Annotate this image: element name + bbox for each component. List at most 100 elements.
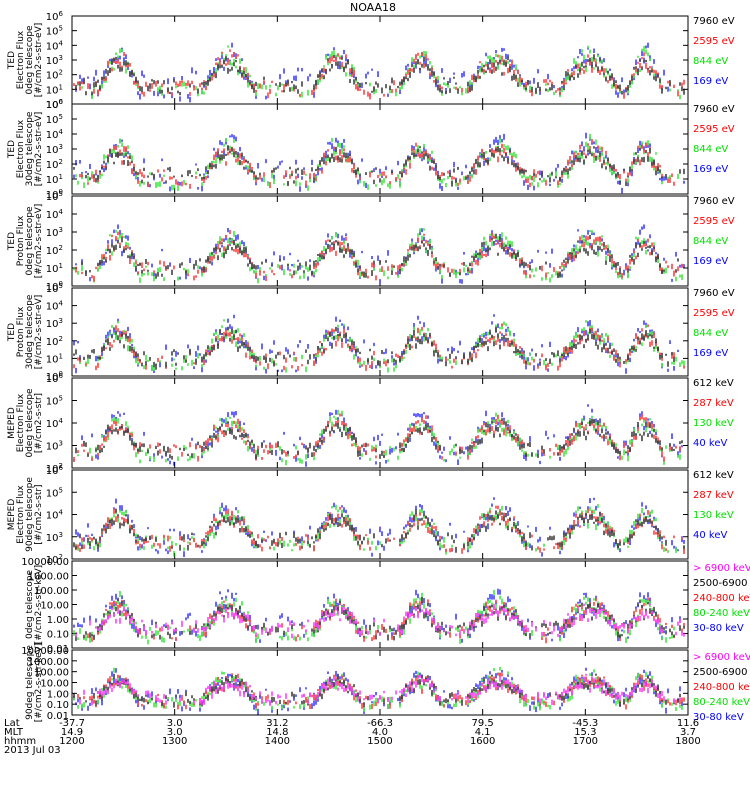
- y-tick-exponent: 0: [59, 188, 63, 196]
- x-tick-label-mlt: 4.0: [372, 727, 388, 738]
- y-tick-label: 105: [46, 282, 63, 295]
- y-tick-exponent: 4: [59, 300, 64, 308]
- y-tick-exponent: 3: [59, 317, 63, 325]
- x-tick-label-mlt: 15.3: [574, 727, 596, 738]
- legend-entry: 169 eV: [693, 256, 728, 267]
- y-tick-exponent: 2: [59, 553, 63, 561]
- y-axis-label-line: 0deg telescope: [25, 25, 35, 95]
- y-tick-label: 10000.00: [21, 557, 69, 568]
- y-tick-exponent: 1: [59, 83, 63, 91]
- x-tick-label-lat: 3.0: [167, 718, 183, 729]
- y-tick-exponent: 3: [59, 531, 63, 539]
- y-axis-label-line: 0deg telescope: [25, 206, 35, 276]
- x-tick-label-lat: -66.3: [367, 718, 393, 729]
- series-trace-magenta: [75, 603, 685, 639]
- y-axis-label-line: [#/cm2-s-str]: [34, 484, 44, 544]
- panel-3: 1 0 0 101 102 103 104 105 TED Proton Flux 0deg tel…: [7, 190, 735, 293]
- series-trace-blue: [73, 404, 683, 467]
- y-tick-exponent: 0: [59, 280, 63, 288]
- x-tick-label-hhmm: 1300: [162, 736, 187, 747]
- y-axis-label-line: [#/cm2-s-str-keV]: [34, 565, 44, 644]
- y-tick-label: 103: [46, 226, 63, 239]
- series-trace-black: [75, 418, 683, 460]
- y-axis-label-line: [#/cm2-s-str-eV]: [34, 204, 44, 279]
- series-trace-red: [79, 139, 675, 189]
- series-trace-black: [73, 508, 685, 553]
- legend-entry: 7960 eV: [693, 104, 735, 115]
- y-tick-label: 106: [46, 98, 64, 111]
- y-axis-label-line: TED: [7, 232, 17, 251]
- series-trace-black: [81, 233, 679, 279]
- y-tick-label: 103: [46, 317, 63, 330]
- legend-entry: 169 eV: [693, 164, 728, 175]
- legend-entry: > 6900 keV: [693, 563, 750, 574]
- panel-7: 0.01 0.10 1.00 10.00 100.00 1000.00 10000.00 0d…: [21, 557, 750, 655]
- y-tick-label: 101: [46, 352, 63, 365]
- y-tick-label: 10.00: [40, 601, 69, 612]
- y-tick-exponent: 4: [59, 417, 64, 425]
- legend-entry: 612 keV: [693, 470, 734, 481]
- y-tick-label: 106: [46, 372, 64, 385]
- y-tick-exponent: 6: [59, 10, 64, 18]
- y-tick-label: 104: [46, 39, 64, 52]
- y-tick-exponent: 2: [59, 462, 63, 470]
- panel-8: 0.010.101.0010.00100.001000.0010000.0090…: [21, 643, 750, 723]
- y-tick-label: 1000.00: [28, 572, 69, 583]
- y-axis-label-line: Proton Flux: [16, 306, 26, 357]
- series-marks: [73, 588, 685, 645]
- legend-entry: 80-240 keV: [693, 697, 750, 708]
- x-tick-label-mlt: 4.1: [475, 727, 491, 738]
- x-tick-label-hhmm: 1700: [573, 736, 598, 747]
- x-tick-label-hhmm: 1200: [59, 736, 84, 747]
- series-trace-blue: [75, 497, 685, 557]
- y-tick-exponent: 5: [59, 395, 63, 403]
- y-axis-label-line: 0deg telescope: [25, 388, 35, 458]
- y-tick-label: 102: [46, 244, 63, 257]
- x-tick-label-lat: -37.7: [59, 718, 85, 729]
- series-trace-blue: [73, 588, 681, 643]
- legend-entry: 40 keV: [693, 530, 727, 541]
- series-marks: [73, 497, 685, 557]
- legend-entry: 2595 eV: [693, 124, 735, 135]
- y-tick-label: 105: [46, 113, 63, 126]
- y-tick-exponent: 2: [59, 335, 63, 343]
- y-tick-label: 105: [46, 25, 63, 38]
- y-axis-label-line: [#/cm2-s-str-eV]: [34, 112, 44, 187]
- y-tick-label: 1.00: [47, 689, 69, 700]
- legend-entry: 844 eV: [693, 236, 728, 247]
- y-axis-label-line: Proton Flux: [16, 215, 26, 266]
- x-row-label-lat: Lat: [4, 718, 20, 729]
- y-tick-label: 104: [46, 509, 64, 522]
- x-tick-label-hhmm: 1600: [470, 736, 495, 747]
- series-trace-green: [73, 667, 683, 712]
- series-trace-blue: [75, 42, 669, 103]
- y-tick-label: 100.00: [34, 586, 69, 597]
- x-tick-label-lat: 79.5: [472, 718, 494, 729]
- y-axis-label-line: Electron Flux: [16, 119, 26, 178]
- series-marks: [73, 404, 683, 467]
- y-tick-exponent: 6: [59, 372, 64, 380]
- series-trace-blue: [73, 667, 683, 715]
- legend-entry: 287 keV: [693, 398, 734, 409]
- legend-entry: 240-800 keV: [693, 682, 750, 693]
- series-trace-green: [79, 319, 685, 373]
- y-tick-exponent: 5: [59, 486, 63, 494]
- y-tick-label: 0.01: [47, 711, 69, 722]
- y-tick-exponent: 1: [59, 262, 63, 270]
- x-tick-label-mlt: 3.7: [680, 727, 696, 738]
- series-trace-red: [75, 230, 683, 282]
- y-axis-label-line: Electron Flux: [16, 393, 26, 452]
- y-axis-label-line: [#/cm2-s-str]: [34, 393, 44, 453]
- y-tick-exponent: 4: [59, 208, 64, 216]
- y-tick-label: 106: [46, 10, 64, 23]
- y-axis-label-line: 30deg telescope: [25, 111, 35, 186]
- y-tick-label: 1000.00: [28, 657, 69, 668]
- x-row-label-mlt: MLT: [4, 727, 24, 738]
- y-tick-label: 106: [46, 464, 64, 477]
- figure-title: NOAA18: [350, 1, 396, 14]
- y-tick-exponent: 5: [59, 282, 63, 290]
- y-tick-exponent: 4: [59, 39, 64, 47]
